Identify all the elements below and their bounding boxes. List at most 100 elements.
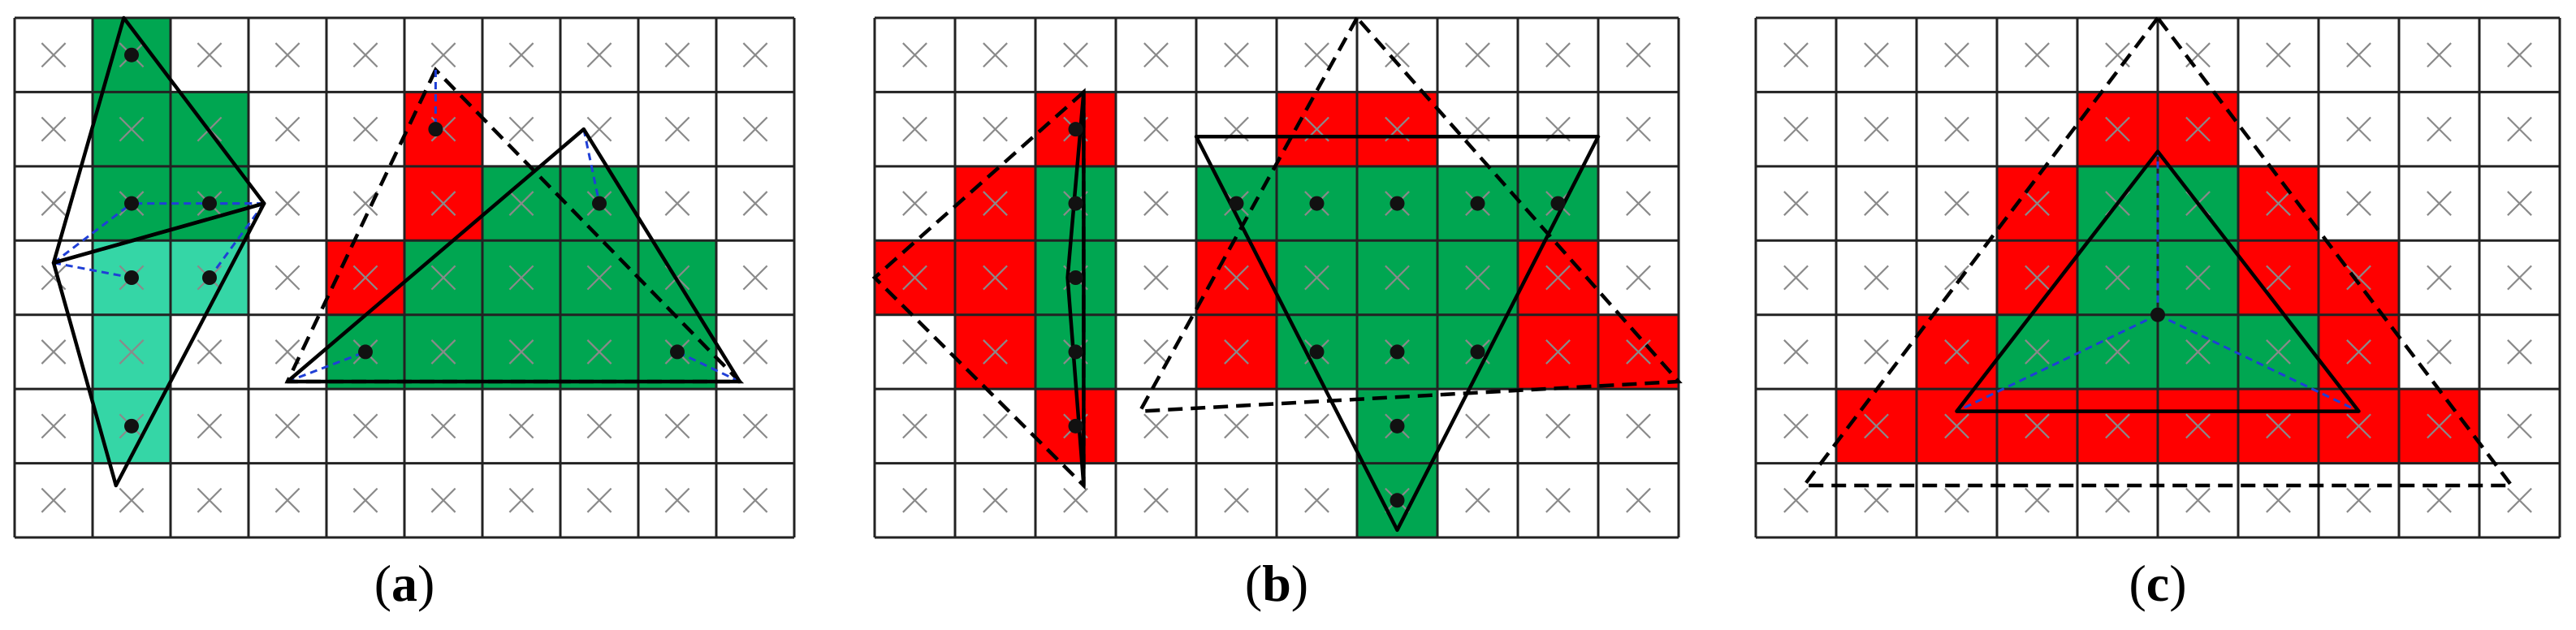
cell-cross-mark <box>430 265 456 291</box>
sample-point-dot <box>1390 493 1405 508</box>
cell-cross-mark <box>2185 487 2211 513</box>
cell-cross-mark <box>664 191 690 216</box>
cell-cross-mark <box>2266 265 2291 291</box>
cell-cross-mark <box>2266 487 2291 513</box>
cell-cross-mark <box>508 265 534 291</box>
cell-cross-mark <box>2507 487 2532 513</box>
cell-cross-mark <box>1545 487 1571 513</box>
cell-cross-mark <box>1864 42 1889 68</box>
sample-point-dot <box>2150 307 2165 322</box>
cell-cross-mark <box>274 42 300 68</box>
cell-cross-mark <box>2507 339 2532 365</box>
cell-cross-mark <box>1063 487 1088 513</box>
cell-cross-mark <box>2025 413 2050 439</box>
cell-cross-mark <box>983 42 1008 68</box>
cell-cross-mark <box>1224 339 1249 365</box>
cell-cross-mark <box>197 413 223 439</box>
sample-point-dot <box>1309 196 1325 211</box>
cell-cross-mark <box>2346 116 2371 142</box>
blue-dashed-link <box>2157 313 2360 412</box>
cell-cross-mark <box>902 339 927 365</box>
cell-cross-mark <box>2266 116 2291 142</box>
caption-b: (b) <box>1245 554 1308 612</box>
cell-cross-mark <box>2427 191 2452 216</box>
cell-cross-mark <box>1304 265 1329 291</box>
sample-point-dot <box>1068 418 1083 434</box>
solid-triangle <box>285 127 742 384</box>
cell-cross-mark <box>2105 413 2130 439</box>
cell-cross-mark <box>2185 116 2211 142</box>
cell-cross-mark <box>1304 413 1329 439</box>
cell-cross-mark <box>1626 487 1651 513</box>
cell-cross-mark <box>274 116 300 142</box>
cell-cross-mark <box>1304 487 1329 513</box>
cell-cross-mark <box>41 116 67 142</box>
cell-cross-mark <box>508 42 534 68</box>
cell-cross-mark <box>586 42 612 68</box>
cell-cross-mark <box>1626 265 1651 291</box>
cell-cross-mark <box>2105 265 2130 291</box>
cell-cross-mark <box>1944 339 1969 365</box>
cell-cross-mark <box>1143 42 1169 68</box>
cell-cross-mark <box>2507 116 2532 142</box>
cell-cross-mark <box>586 116 612 142</box>
sample-point-dot <box>202 270 217 285</box>
cell-cross-mark <box>1864 116 1889 142</box>
cell-cross-mark <box>119 487 145 513</box>
sample-point-dot <box>202 196 217 211</box>
cell-cross-mark <box>274 487 300 513</box>
cell-cross-mark <box>508 116 534 142</box>
cell-cross-mark <box>2507 42 2532 68</box>
sample-point-dot <box>1550 196 1566 211</box>
cell-cross-mark <box>352 42 378 68</box>
sample-point-dot <box>124 418 139 434</box>
cell-cross-mark <box>2427 339 2452 365</box>
cell-cross-mark <box>1783 42 1809 68</box>
sample-point-dot <box>124 47 139 63</box>
cell-cross-mark <box>1143 116 1169 142</box>
blue-dashed-link <box>53 261 132 279</box>
cell-cross-mark <box>1944 413 1969 439</box>
cell-cross-mark <box>1545 265 1571 291</box>
cell-cross-mark <box>983 413 1008 439</box>
cell-cross-mark <box>983 265 1008 291</box>
cell-cross-mark <box>197 339 223 365</box>
cell-cross-mark <box>1143 487 1169 513</box>
cell-cross-mark <box>2427 116 2452 142</box>
dashed-triangle <box>871 88 1086 490</box>
cell-cross-mark <box>902 191 927 216</box>
cell-cross-mark <box>2266 339 2291 365</box>
cell-cross-mark <box>508 339 534 365</box>
solid-triangle <box>51 201 266 488</box>
cell-cross-mark <box>41 339 67 365</box>
sample-point-dot <box>428 122 443 137</box>
cell-cross-mark <box>1465 413 1490 439</box>
sample-point-dot <box>670 344 685 360</box>
cell-cross-mark <box>2346 339 2371 365</box>
cell-cross-mark <box>41 487 67 513</box>
cell-cross-mark <box>983 191 1008 216</box>
cell-cross-mark <box>2427 265 2452 291</box>
cell-cross-mark <box>508 413 534 439</box>
cell-cross-mark <box>2025 42 2050 68</box>
cell-cross-mark <box>274 265 300 291</box>
cell-cross-mark <box>274 339 300 365</box>
cell-cross-mark <box>2025 116 2050 142</box>
sample-point-dot <box>358 344 373 360</box>
cell-cross-mark <box>1864 487 1889 513</box>
cell-cross-mark <box>352 265 378 291</box>
cell-cross-mark <box>2346 265 2371 291</box>
cell-cross-mark <box>1385 265 1410 291</box>
sample-point-dot <box>1390 344 1405 360</box>
cell-cross-mark <box>902 487 927 513</box>
cell-cross-mark <box>1944 487 1969 513</box>
cell-cross-mark <box>2025 265 2050 291</box>
cell-cross-mark <box>2185 413 2211 439</box>
blue-dashed-link <box>53 202 132 264</box>
cell-cross-mark <box>983 339 1008 365</box>
cell-cross-mark <box>41 42 67 68</box>
cell-cross-mark <box>352 191 378 216</box>
cell-cross-mark <box>1545 42 1571 68</box>
sample-point-dot <box>1068 122 1083 137</box>
cell-cross-mark <box>1545 413 1571 439</box>
